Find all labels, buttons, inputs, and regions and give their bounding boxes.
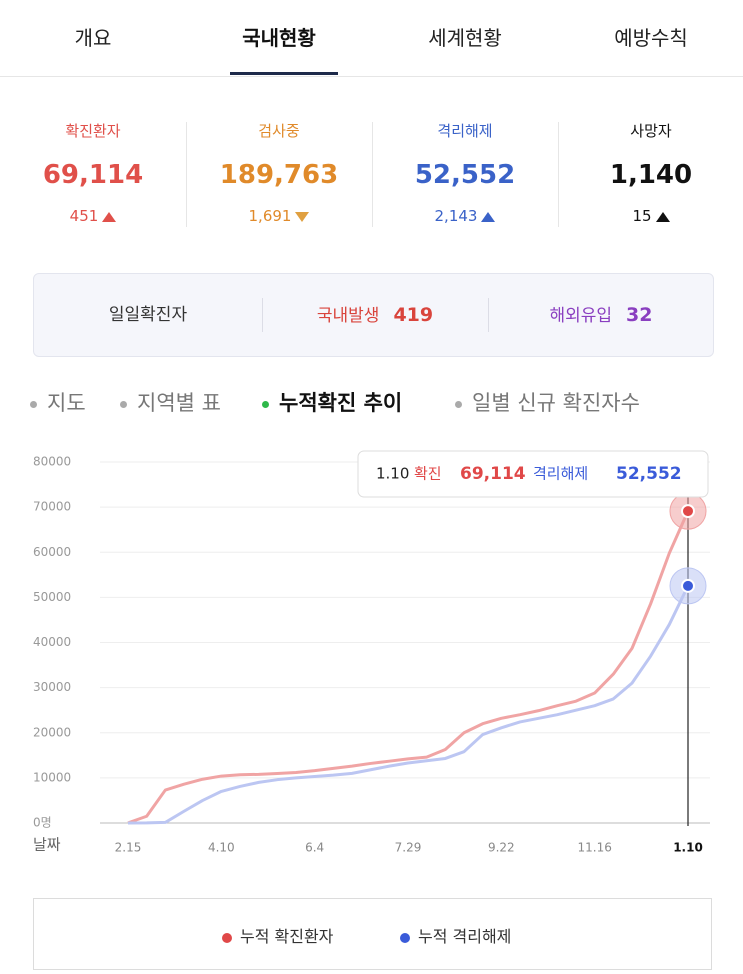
sub-tab[interactable]: 지역별 표: [120, 388, 221, 418]
x-axis-label: 날짜: [33, 836, 61, 854]
bullet: [455, 400, 462, 408]
change-value: 451: [69, 207, 99, 225]
legend-label: 누적 확진환자: [240, 927, 334, 946]
bullet: [120, 400, 127, 408]
tab[interactable]: 개요: [74, 26, 112, 50]
change-value: 1,691: [248, 207, 292, 225]
stat-card: 검사중 189,763 1,691: [186, 118, 372, 228]
sub-tab[interactable]: 일별 신규 확진자수: [455, 388, 640, 418]
sub-tab-label: 일별 신규 확진자수: [472, 391, 640, 415]
legend: 누적 확진환자 누적 격리해제: [33, 898, 712, 970]
stat-card: 격리해제 52,552 2,143: [372, 118, 558, 228]
divider: [262, 298, 263, 332]
sub-tab[interactable]: 누적확진 추이: [262, 388, 402, 418]
legend-dot: [222, 932, 232, 943]
daily-value: 419: [393, 304, 434, 326]
change-value: 2,143: [434, 207, 478, 225]
sub-tab-label: 누적확진 추이: [279, 391, 403, 415]
tab[interactable]: 국내현황: [242, 26, 316, 50]
legend-dot: [400, 932, 410, 943]
y-tick-label: 0명: [33, 816, 52, 830]
daily-box: 일일확진자 국내발생 419 해외유입 32: [33, 273, 714, 357]
tooltip-date: 1.10: [376, 465, 409, 483]
daily-value: 32: [626, 304, 653, 326]
divider: [0, 76, 743, 77]
series-line: [127, 510, 690, 825]
stat-label: 격리해제: [437, 122, 493, 140]
y-tick-label: 10000: [33, 770, 71, 784]
tooltip-value: 69,114: [460, 464, 526, 484]
x-tick-label: 6.4: [305, 841, 324, 855]
change-arrow: [481, 211, 496, 222]
daily-item: 해외유입 32: [488, 274, 714, 356]
tab[interactable]: 예방수칙: [614, 26, 688, 50]
stat-change: 2,143: [372, 204, 558, 228]
x-tick-label: 11.16: [577, 841, 611, 855]
stat-change: 15: [558, 204, 743, 228]
change-arrow: [102, 211, 117, 222]
x-tick-label: 2.15: [115, 841, 142, 855]
series-line: [127, 585, 690, 825]
divider: [186, 122, 187, 227]
y-tick-label: 80000: [33, 455, 71, 469]
stat-card: 사망자 1,140 15: [558, 118, 743, 228]
change-arrow: [655, 211, 670, 222]
daily-label: 해외유입: [549, 306, 613, 326]
daily-label: 국내발생: [316, 306, 380, 326]
stat-label: 검사중: [258, 122, 300, 140]
stat-change: 1,691: [186, 204, 372, 228]
chart: 0명 10000 20000 30000 40000 50000 60000 70000 800…: [33, 450, 710, 855]
stat-value: 1,140: [609, 160, 693, 190]
end-marker: [681, 504, 695, 519]
sub-tab-label: 지역별 표: [137, 391, 221, 415]
y-tick-label: 20000: [33, 725, 71, 739]
sub-tab[interactable]: 지도: [30, 388, 86, 418]
stat-value: 52,552: [414, 160, 516, 190]
tooltip-name: 확진: [414, 465, 442, 483]
x-tick-label: 4.10: [208, 841, 235, 855]
y-tick-label: 70000: [33, 500, 71, 514]
x-tick-label: 7.29: [395, 841, 422, 855]
bullet: [30, 400, 37, 408]
end-marker: [681, 578, 695, 593]
tab[interactable]: 세계현황: [428, 26, 502, 50]
y-tick-label: 50000: [33, 590, 71, 604]
stat-card: 확진환자 69,114 451: [0, 118, 186, 228]
stat-label: 확진환자: [65, 122, 121, 140]
change-value: 15: [632, 207, 652, 225]
sub-tab-label: 지도: [47, 391, 86, 415]
stat-change: 451: [0, 204, 186, 228]
tooltip-value: 52,552: [616, 464, 682, 484]
daily-title: 일일확진자: [108, 305, 188, 325]
x-tick-label: 9.22: [488, 841, 515, 855]
stat-label: 사망자: [630, 122, 672, 140]
legend-item[interactable]: 누적 격리해제: [400, 923, 511, 947]
y-tick-label: 60000: [33, 545, 71, 559]
bullet: [262, 400, 269, 408]
legend-label: 누적 격리해제: [418, 927, 512, 946]
divider: [488, 298, 489, 332]
y-tick-label: 40000: [33, 635, 71, 649]
legend-item[interactable]: 누적 확진환자: [222, 923, 333, 947]
stat-value: 189,763: [219, 160, 339, 190]
tooltip-name: 격리해제: [533, 465, 588, 483]
tooltip-box: [357, 450, 709, 498]
daily-item: 국내발생 419: [262, 274, 488, 356]
change-arrow: [295, 211, 310, 222]
x-tick-label: 1.10: [673, 841, 703, 855]
y-tick-label: 30000: [33, 680, 71, 694]
active-tab-underline: [230, 72, 338, 75]
divider: [372, 122, 373, 227]
divider: [558, 122, 559, 227]
stat-value: 69,114: [42, 160, 144, 190]
